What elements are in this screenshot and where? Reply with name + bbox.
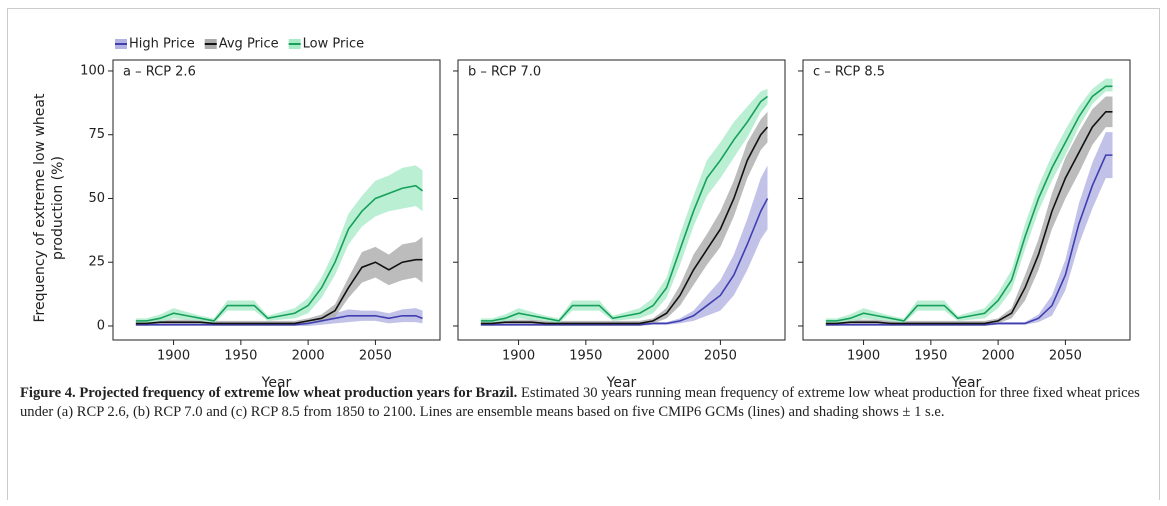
band <box>480 165 768 326</box>
x-tick-label: 1900 <box>157 349 190 364</box>
plot-frame <box>457 59 786 341</box>
series-line <box>480 126 769 325</box>
x-axis-label: Year <box>951 375 982 391</box>
panel-title: a – RCP 2.6 <box>123 65 196 80</box>
series-line <box>825 85 1113 322</box>
band <box>480 111 768 326</box>
legend-label: Avg Price <box>219 37 279 52</box>
band <box>135 308 423 326</box>
x-tick-label: 2050 <box>704 349 737 364</box>
caption-title: Figure 4. Projected frequency of extreme… <box>20 385 518 401</box>
x-tick-label: 2050 <box>359 349 392 364</box>
panel-title: b – RCP 7.0 <box>468 65 541 80</box>
x-tick-label: 2000 <box>637 349 670 364</box>
y-tick-label: 75 <box>88 127 105 142</box>
series-line <box>480 198 769 326</box>
y-tick-label: 0 <box>97 318 105 333</box>
figure-frame <box>7 8 1160 500</box>
x-tick-label: 2000 <box>982 349 1015 364</box>
x-tick-label: 1950 <box>224 349 257 364</box>
band <box>135 236 423 326</box>
x-tick-label: 1950 <box>914 349 947 364</box>
x-tick-label: 1900 <box>502 349 535 364</box>
band <box>825 78 1113 324</box>
plot-frame <box>802 59 1131 341</box>
x-tick-label: 1950 <box>569 349 602 364</box>
x-axis-label: Year <box>606 375 637 391</box>
caption-text: Estimated 30 years running mean frequenc… <box>20 385 1140 420</box>
series-line <box>135 258 423 325</box>
series-line <box>135 184 423 322</box>
caption: Figure 4. Projected frequency of extreme… <box>20 384 1145 422</box>
series-line <box>135 314 423 326</box>
plot-frame <box>112 59 441 341</box>
y-tick-label: 25 <box>88 255 105 270</box>
x-tick-label: 2050 <box>1049 349 1082 364</box>
x-tick-label: 2000 <box>292 349 325 364</box>
x-axis-label: Year <box>261 375 292 391</box>
series-line <box>825 110 1113 325</box>
series-line <box>480 95 768 322</box>
legend-label: High Price <box>129 37 195 52</box>
band <box>825 96 1113 326</box>
y-axis-label: Frequency of extreme low wheat productio… <box>32 93 66 323</box>
panel-title: c – RCP 8.5 <box>813 65 885 80</box>
legend-label: Low Price <box>303 37 364 52</box>
series-line <box>825 154 1113 326</box>
x-tick-label: 1900 <box>847 349 880 364</box>
y-tick-label: 50 <box>88 191 105 206</box>
y-tick-label: 100 <box>80 63 105 78</box>
band <box>135 165 423 324</box>
